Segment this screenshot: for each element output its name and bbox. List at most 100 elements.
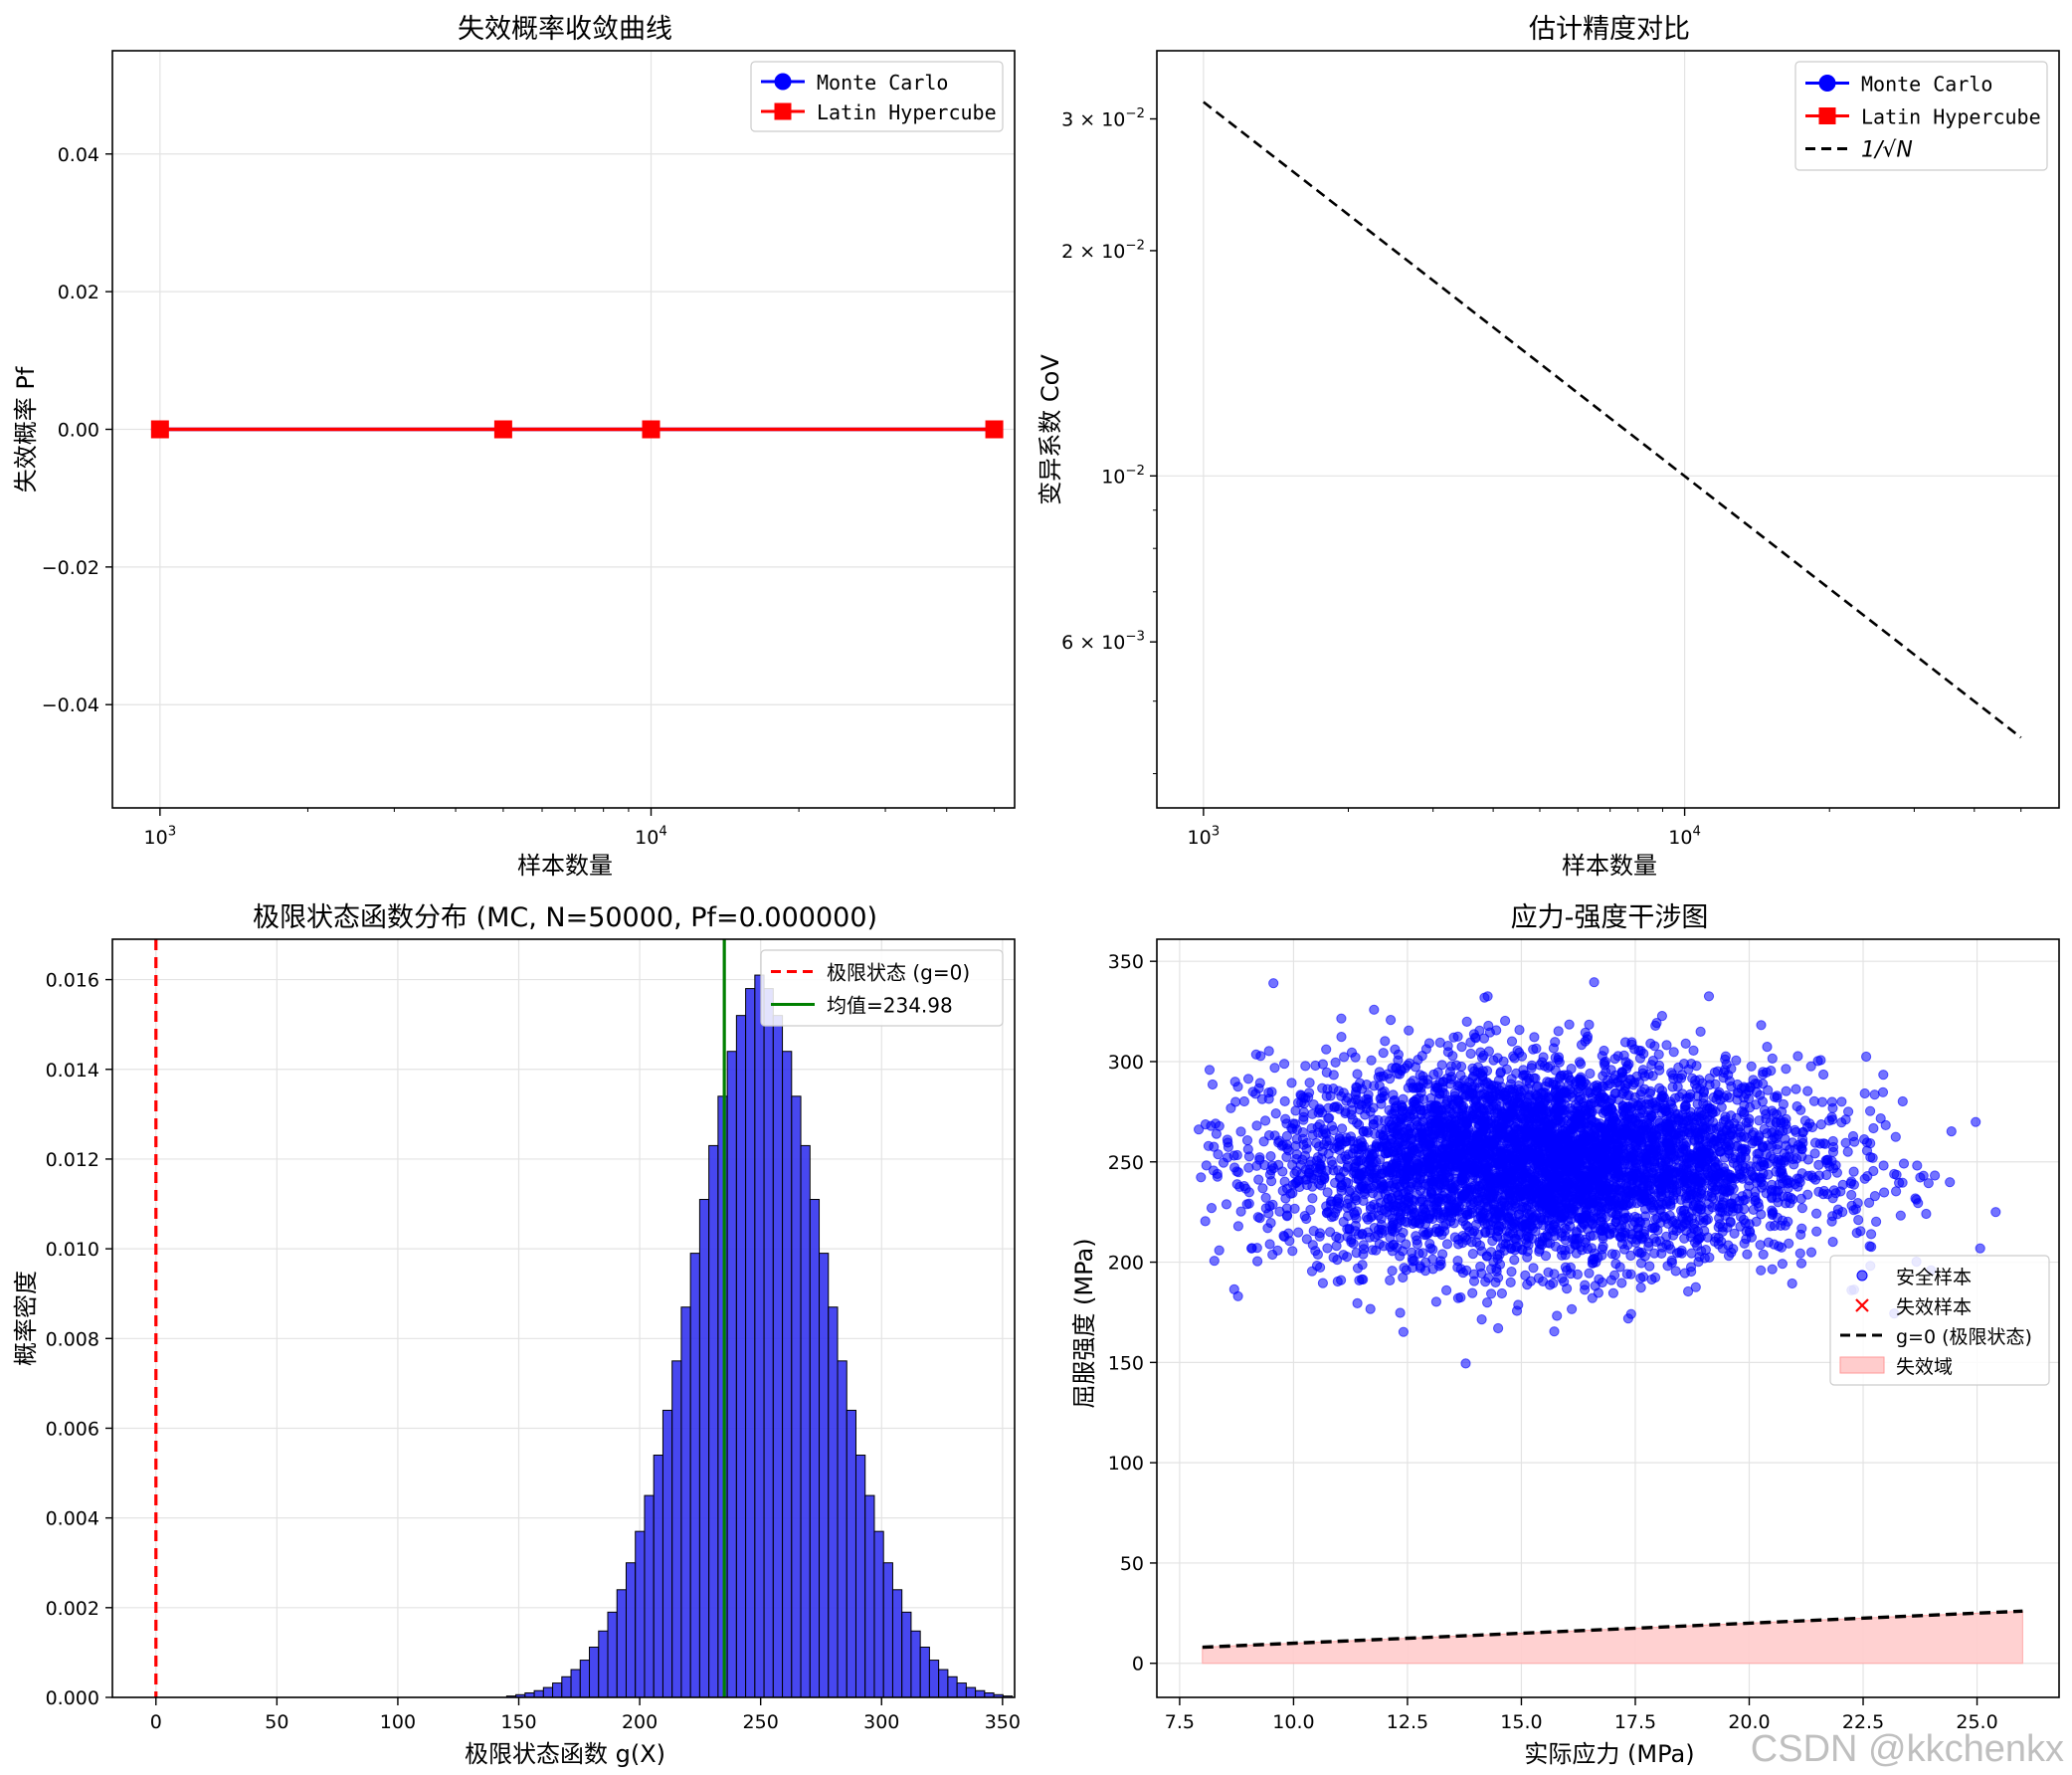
sc-safe-point [1635,1273,1646,1283]
sc-safe-point [1584,1019,1595,1031]
sc-safe-point [1496,1110,1507,1121]
sc-safe-point [1702,1190,1713,1201]
sc-safe-point [1827,1237,1838,1248]
hist-bar-42 [891,1589,903,1698]
sc-safe-point [1589,977,1600,988]
sc-safe-point [1574,1233,1585,1244]
sc-safe-point [1758,1249,1769,1260]
sc-safe-point [1533,1273,1544,1283]
sc-safe-point [1509,1255,1520,1266]
sc-safe-point [1869,1191,1881,1202]
sc-safe-point [1621,1200,1633,1211]
sc-safe-point [1667,1216,1678,1228]
sc-safe-point [1448,1032,1459,1043]
sc-safe-point [1467,1063,1478,1074]
sc-safe-point [1816,1096,1828,1107]
sc-safe-point [1243,1162,1254,1173]
sc-safe-point [1678,1138,1689,1150]
sc-safe-point [1765,1117,1776,1128]
sc-safe-point [1425,1188,1436,1199]
sc-safe-point [1750,1195,1762,1206]
sc-safe-point [1321,1128,1332,1139]
sc-safe-point [1553,1138,1564,1150]
sc-safe-point [1666,1257,1678,1269]
sc-safe-point [1657,1136,1668,1148]
sc-safe-point [1812,1056,1823,1067]
sc-safe-point [1769,1239,1780,1250]
sc-safe-point [1787,1278,1797,1289]
sc-safe-point [1492,1053,1503,1064]
sc-safe-point [1767,1264,1778,1275]
cov-ytick-label-2: 10−2 [1101,464,1145,489]
chart-cov-ylabel: 变异系数 CoV [1036,354,1064,505]
hist-bar-29 [772,1015,784,1698]
sc-safe-point [1467,1287,1478,1298]
sc-safe-point [1506,1036,1518,1047]
cov-legend-marker-1 [1818,107,1836,124]
sc-safe-point [1380,1115,1391,1126]
sc-safe-point [1750,1186,1761,1198]
cov-xtick-label-0-base: 10 [1188,827,1212,849]
pf-series-1-point-1 [493,420,512,439]
sc-safe-point [1804,1118,1815,1129]
sc-safe-point [1741,1088,1752,1099]
sc-safe-point [1506,1267,1517,1278]
sc-safe-point [1494,1088,1505,1099]
sc-safe-point [1690,1075,1701,1086]
sc-safe-point [1795,1104,1806,1115]
sc-safe-point [1232,1221,1244,1232]
pf-series-1-point-0 [150,420,169,439]
sc-safe-point [1747,1138,1758,1149]
hist-xtick-label-3: 150 [500,1711,536,1733]
sc-safe-point [1265,1151,1276,1162]
sc-safe-point [1765,1221,1776,1232]
sc-safe-point [1437,1249,1448,1260]
sc-safe-point [1676,1245,1687,1257]
hist-xtick-label-6: 300 [863,1711,899,1733]
sc-safe-point [1783,1216,1793,1227]
sc-safe-point [1358,1126,1370,1137]
sc-safe-point [1656,1085,1668,1096]
sc-safe-point [1638,1226,1649,1237]
sc-safe-point [1398,1326,1410,1337]
sc-safe-point [1828,1163,1839,1174]
sc-safe-point [1538,1220,1549,1231]
sc-safe-point [1447,1051,1458,1062]
cov-legend-label-0: Monte Carlo [1861,73,1992,97]
sc-safe-point [1445,1079,1456,1089]
sc-safe-point [1651,1018,1662,1029]
hist-bar-43 [901,1611,912,1698]
sc-safe-point [1419,1112,1430,1123]
sc-safe-point [1251,1120,1262,1131]
sc-safe-point [1522,1252,1533,1263]
pf-ytick-label-4: −0.04 [42,694,99,716]
chart-pf-ylabel: 失效概率 Pf [12,366,40,493]
sc-safe-point [1300,1061,1311,1072]
sc-safe-point [1599,1058,1609,1069]
sc-safe-point [1313,1178,1325,1189]
sc-safe-point [1336,1153,1347,1165]
sc-safe-point [1301,1234,1312,1245]
sc-safe-point [1238,1095,1250,1107]
pf-legend-box [750,61,1004,132]
sc-safe-point [1653,1049,1664,1060]
sc-safe-point [1376,1213,1387,1225]
sc-safe-point [1559,1223,1570,1234]
sc-safe-point [1346,1234,1357,1246]
cov-ytick-label-1-exponent: −2 [1125,238,1145,253]
sc-safe-point [1341,1095,1352,1106]
sc-safe-point [1272,1245,1283,1256]
sc-safe-point [1263,1208,1274,1219]
sc-safe-point [1511,1305,1523,1316]
sc-safe-point [1345,1135,1356,1146]
hist-bar-48 [947,1676,958,1698]
sc-safe-point [1837,1179,1848,1190]
hist-bar-12 [616,1589,627,1698]
sc-safe-point [1201,1160,1212,1171]
hist-bar-50 [965,1686,977,1698]
sc-safe-point [1581,1165,1593,1176]
pf-xtick-label-1: 104 [635,824,667,849]
sc-safe-point [1295,1089,1306,1100]
sc-safe-point [1207,1079,1219,1090]
sc-safe-point [1710,1106,1721,1117]
